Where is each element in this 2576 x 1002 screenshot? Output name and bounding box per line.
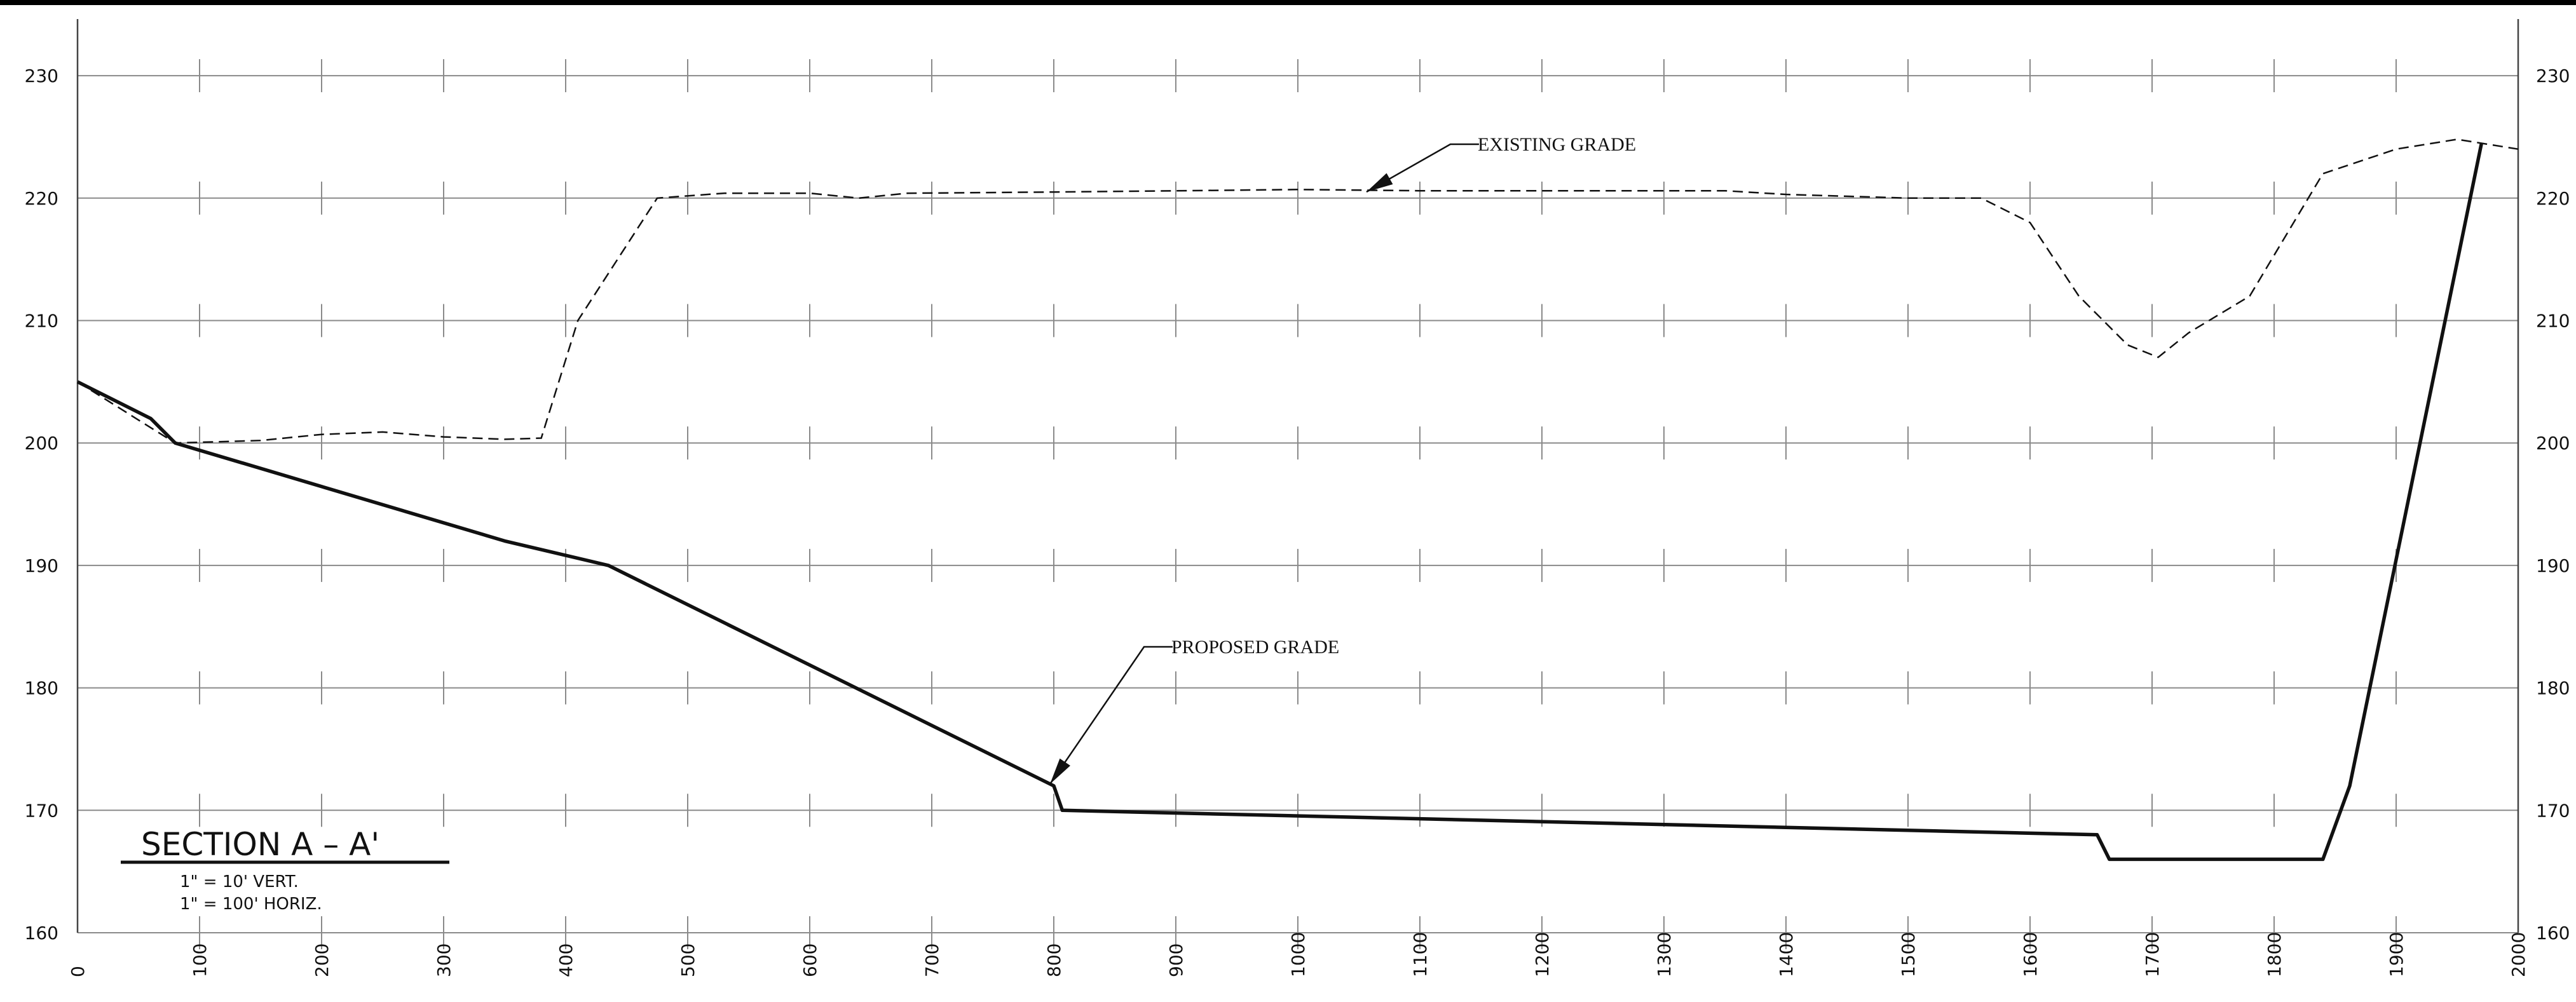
elevation-label-left: 200 — [25, 433, 58, 454]
axes: 160 160 170 170 180 180 190 190 200 200 210 210 220 2… — [25, 19, 2570, 977]
station-label: 400 — [555, 944, 576, 977]
station-label: 300 — [433, 944, 454, 977]
station-label: 1100 — [1410, 932, 1431, 977]
elevation-label-left: 210 — [25, 311, 58, 332]
elevation-label-right: 200 — [2536, 433, 2570, 454]
station-label: 1600 — [2020, 932, 2041, 977]
station-label: 100 — [189, 944, 210, 977]
horizontal-scale-note: 1" = 100' HORIZ. — [180, 895, 322, 914]
elevation-label-left: 220 — [25, 188, 58, 209]
existing-grade-line — [77, 139, 2519, 444]
station-label: 1700 — [2142, 932, 2163, 977]
station-label: 1500 — [1898, 932, 1919, 977]
station-label: 1000 — [1288, 932, 1309, 977]
station-label: 600 — [800, 944, 821, 977]
section-title-block: SECTION A – A' 1" = 10' VERT. 1" = 100' … — [121, 826, 449, 914]
station-label: 1300 — [1654, 932, 1675, 977]
station-label: 500 — [678, 944, 699, 977]
existing-grade-callout-leader — [1366, 143, 1479, 193]
elevation-label-right: 170 — [2536, 800, 2570, 821]
elevation-label-right: 180 — [2536, 678, 2570, 699]
station-label: 700 — [922, 944, 943, 977]
elevation-label-right: 230 — [2536, 65, 2570, 86]
elevation-label-right: 190 — [2536, 555, 2570, 576]
station-label: 1800 — [2264, 932, 2285, 977]
proposed-grade-callout-leader — [1049, 646, 1173, 785]
elevation-label-left: 160 — [25, 923, 58, 944]
existing-grade-callout-label: EXISTING GRADE — [1478, 134, 1636, 155]
grade-lines — [76, 139, 2519, 862]
station-label: 2000 — [2508, 932, 2529, 977]
proposed-grade-callout-label: PROPOSED GRADE — [1171, 637, 1339, 658]
proposed-grade-callout-arrowhead — [1050, 758, 1070, 784]
elevation-label-right: 160 — [2536, 923, 2570, 944]
grid — [78, 59, 2518, 949]
elevation-label-right: 210 — [2536, 311, 2570, 332]
station-label: 0 — [67, 966, 88, 977]
station-label: 1900 — [2386, 932, 2407, 977]
elevation-label-left: 170 — [25, 800, 58, 821]
proposed-grade-line — [76, 142, 2484, 862]
section-title: SECTION A – A' — [141, 826, 379, 863]
station-label: 1200 — [1532, 932, 1553, 977]
callouts: EXISTING GRADE PROPOSED GRADE — [1049, 134, 1636, 785]
station-label: 200 — [311, 944, 332, 977]
vertical-scale-note: 1" = 10' VERT. — [180, 872, 299, 891]
elevation-label-left: 190 — [25, 555, 58, 576]
station-label: 900 — [1166, 944, 1187, 977]
elevation-label-right: 220 — [2536, 188, 2570, 209]
elevation-label-left: 230 — [25, 65, 58, 86]
paper-background — [0, 5, 2576, 1002]
elevation-label-left: 180 — [25, 678, 58, 699]
station-label: 1400 — [1776, 932, 1797, 977]
station-label: 800 — [1044, 944, 1065, 977]
existing-grade-callout-arrowhead — [1366, 173, 1393, 192]
